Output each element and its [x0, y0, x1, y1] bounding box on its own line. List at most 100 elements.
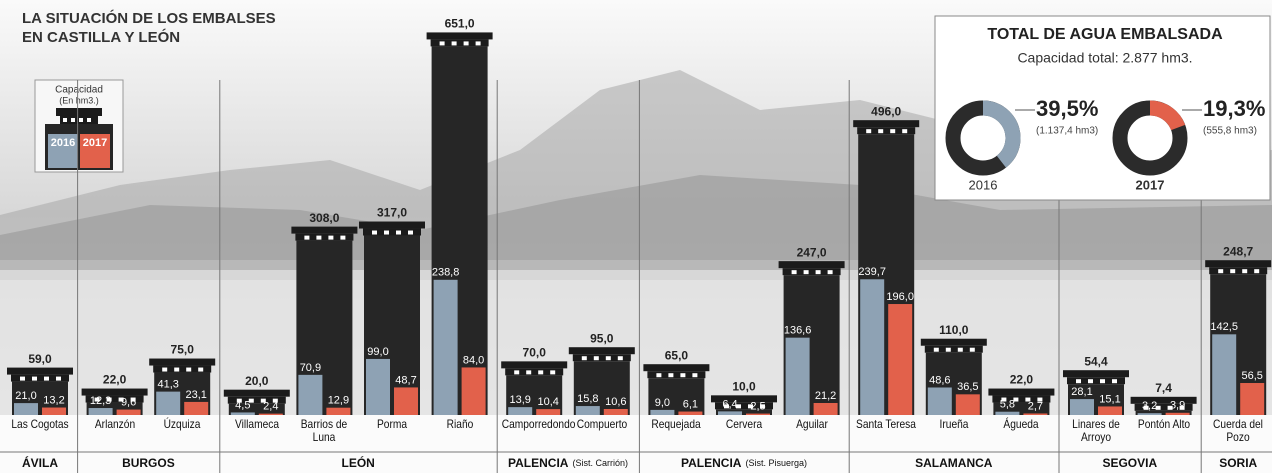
bar [326, 407, 351, 415]
cap-icon [501, 361, 568, 369]
bar [648, 378, 705, 415]
bar [995, 411, 1020, 415]
value-label: 2,5 [750, 400, 765, 412]
x-tick-label: Aguilar [795, 417, 828, 431]
cap-icon [617, 356, 623, 361]
value-label: 9,6 [121, 396, 136, 408]
x-tick-label: Linares de Arroyo [1072, 417, 1120, 444]
cap-icon [11, 374, 69, 382]
cap-icon [827, 270, 833, 275]
cap-icon [1112, 379, 1117, 384]
bar [1240, 383, 1265, 415]
bar [573, 361, 630, 415]
value-label: 54,4 [1084, 354, 1108, 368]
cap-icon [451, 41, 457, 46]
cap-icon [430, 39, 489, 47]
value-label: 12,9 [328, 395, 349, 407]
value-label: 247,0 [797, 245, 827, 259]
cap-icon [291, 226, 358, 234]
cap-icon [223, 389, 290, 397]
bar [1165, 412, 1190, 415]
group-label: SEGOVIA [1102, 456, 1157, 470]
cap-icon [1254, 269, 1260, 274]
cap-icon [272, 398, 278, 403]
group-name: PALENCIA [681, 456, 742, 470]
group-name: SALAMANCA [915, 456, 993, 470]
value-label: 15,1 [1099, 393, 1120, 405]
donut-slice [982, 100, 1021, 168]
bar [14, 403, 38, 415]
cap-icon [748, 404, 753, 409]
group-label: SALAMANCA [915, 456, 993, 470]
value-label: 6,1 [683, 398, 698, 410]
value-label: 10,6 [605, 396, 626, 408]
donut-value: 39,5% [1036, 96, 1098, 121]
bar [258, 413, 283, 415]
cap-icon [857, 127, 916, 135]
bar [955, 394, 980, 415]
bar [366, 358, 390, 415]
cap-icon [81, 388, 148, 396]
value-label: 20,0 [245, 374, 269, 388]
value-label: 4,5 [235, 399, 250, 411]
cap-icon [85, 395, 144, 403]
cap-icon [538, 370, 544, 375]
cap-icon [439, 41, 445, 46]
x-tick-label: Camporredondo [501, 417, 576, 431]
group-sub: (Sist. Pisuerga) [745, 458, 807, 468]
x-tick-label: Barrios de Luna [301, 417, 348, 444]
cap-icon [1134, 403, 1193, 411]
cap-icon [227, 396, 286, 404]
bar [230, 412, 255, 415]
bar [1135, 410, 1192, 415]
cap-icon [304, 235, 310, 240]
cap-icon [32, 376, 37, 381]
cap-icon [692, 373, 698, 378]
cap-icon [1242, 269, 1248, 274]
cap-icon [815, 270, 821, 275]
value-label: 239,7 [858, 266, 886, 278]
cap-icon [236, 398, 242, 403]
cap-icon [643, 364, 710, 372]
value-label: 136,6 [784, 325, 812, 337]
bar [603, 408, 628, 415]
cap-icon [7, 367, 73, 375]
cap-icon [791, 270, 797, 275]
cap-icon [1063, 370, 1129, 378]
chart-title: LA SITUACIÓN DE LOS EMBALSES [22, 9, 276, 27]
legend-cap [79, 118, 83, 122]
bar [888, 304, 913, 415]
x-tick-label: Úzquiza [163, 417, 201, 431]
bar [650, 409, 675, 415]
cap-icon [505, 368, 564, 376]
cap-icon [248, 398, 254, 403]
value-label: 2,7 [1028, 400, 1043, 412]
bar [228, 403, 285, 415]
value-label: 13,9 [509, 394, 530, 406]
cap-icon [118, 397, 124, 402]
value-label: 3,2 [1142, 400, 1157, 412]
cap-icon [736, 404, 741, 409]
value-label: 651,0 [445, 17, 475, 31]
cap-icon [328, 235, 334, 240]
bar [785, 337, 810, 415]
group-sub: (Sist. Carrión) [572, 458, 628, 468]
cap-icon [1013, 397, 1019, 402]
value-label: 5,8 [1000, 399, 1015, 411]
value-label: 6,4 [722, 398, 737, 410]
value-label: 41,3 [157, 379, 178, 391]
value-label: 56,5 [1241, 370, 1262, 382]
value-label: 70,9 [300, 362, 321, 374]
value-label: 21,2 [815, 390, 836, 402]
value-label: 28,1 [1071, 386, 1092, 398]
value-label: 3,9 [1170, 400, 1185, 412]
group-label: PALENCIA (Sist. Pisuerga) [681, 456, 807, 470]
bar [433, 279, 458, 415]
cap-icon [526, 370, 532, 375]
cap-icon [656, 373, 662, 378]
bar [1070, 399, 1094, 415]
x-tick-label: Riaño [446, 417, 473, 431]
value-label: 7,4 [1155, 381, 1172, 395]
cap-icon [198, 367, 204, 372]
mountains [0, 70, 1272, 260]
